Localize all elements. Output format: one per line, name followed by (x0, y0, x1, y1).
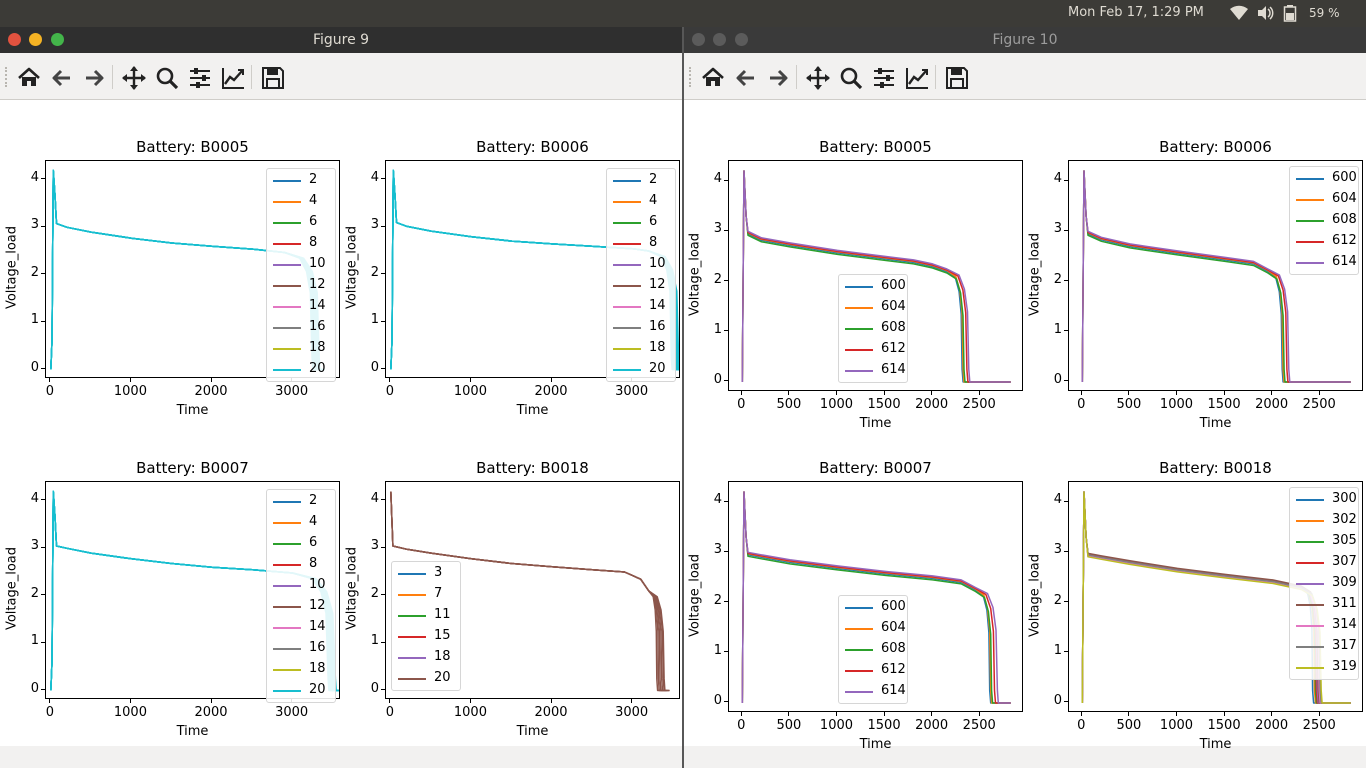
back-arrow-button[interactable] (49, 65, 75, 89)
back-arrow-button[interactable] (733, 65, 759, 89)
navigation-toolbar (684, 53, 1366, 100)
navigation-toolbar (0, 53, 682, 100)
window-titlebar[interactable]: Figure 10 (684, 27, 1366, 53)
toolbar-grip[interactable] (689, 67, 695, 87)
forward-arrow-button[interactable] (765, 65, 791, 89)
subplots-config-icon (190, 68, 210, 88)
home-icon (18, 67, 40, 86)
pan-icon (122, 66, 146, 90)
maximize-button[interactable] (51, 33, 64, 46)
forward-arrow-button[interactable] (81, 65, 107, 89)
home-button[interactable] (700, 65, 726, 89)
edit-axis-button[interactable] (904, 65, 930, 89)
save-button[interactable] (260, 65, 286, 89)
minimize-button[interactable] (29, 33, 42, 46)
clock[interactable]: Mon Feb 17, 1:29 PM (1068, 5, 1204, 20)
edit-axis-icon (222, 68, 244, 89)
figure-9-window: Figure 9 Battery: B0005 0 1 2 3 4 0 1000 2000 300… (0, 27, 682, 768)
status-bar (684, 746, 1366, 768)
zoom-icon (840, 67, 863, 90)
save-icon (262, 67, 284, 89)
subplots-config-button[interactable] (871, 65, 897, 89)
status-bar (0, 746, 682, 768)
battery-icon[interactable] (1283, 4, 1297, 26)
close-button[interactable] (8, 33, 21, 46)
save-icon (946, 67, 968, 89)
edit-axis-button[interactable] (220, 65, 246, 89)
save-button[interactable] (944, 65, 970, 89)
figure-canvas (684, 100, 1366, 746)
window-titlebar[interactable]: Figure 9 (0, 27, 682, 53)
toolbar-separator (935, 65, 936, 89)
maximize-button[interactable] (735, 33, 748, 46)
home-icon (702, 67, 724, 86)
zoom-button[interactable] (154, 65, 180, 90)
toolbar-separator (251, 65, 252, 89)
pan-button[interactable] (121, 65, 147, 90)
toolbar-grip[interactable] (5, 67, 11, 87)
edit-axis-icon (906, 68, 928, 89)
minimize-button[interactable] (713, 33, 726, 46)
window-title: Figure 10 (992, 32, 1058, 48)
wifi-icon[interactable] (1229, 4, 1249, 26)
window-title: Figure 9 (312, 32, 370, 48)
figure-10-window: Figure 10 Battery: B0005 0 1 2 3 4 0 500 1000 150… (684, 27, 1366, 768)
zoom-icon (156, 67, 179, 90)
subplots-config-button[interactable] (187, 65, 213, 89)
subplots-config-icon (874, 68, 894, 88)
battery-percentage: 59 % (1309, 6, 1340, 20)
toolbar-separator (796, 65, 797, 89)
forward-arrow-icon (770, 69, 788, 87)
pan-button[interactable] (805, 65, 831, 90)
system-top-bar: Mon Feb 17, 1:29 PM 59 % (0, 0, 1366, 27)
forward-arrow-icon (86, 69, 104, 87)
back-arrow-icon (736, 69, 754, 87)
zoom-button[interactable] (838, 65, 864, 90)
back-arrow-icon (52, 69, 70, 87)
home-button[interactable] (16, 65, 42, 89)
window-divider (682, 27, 684, 768)
toolbar-separator (112, 65, 113, 89)
close-button[interactable] (692, 33, 705, 46)
pan-icon (806, 66, 830, 90)
figure-canvas (0, 100, 682, 746)
volume-icon[interactable] (1256, 4, 1274, 26)
